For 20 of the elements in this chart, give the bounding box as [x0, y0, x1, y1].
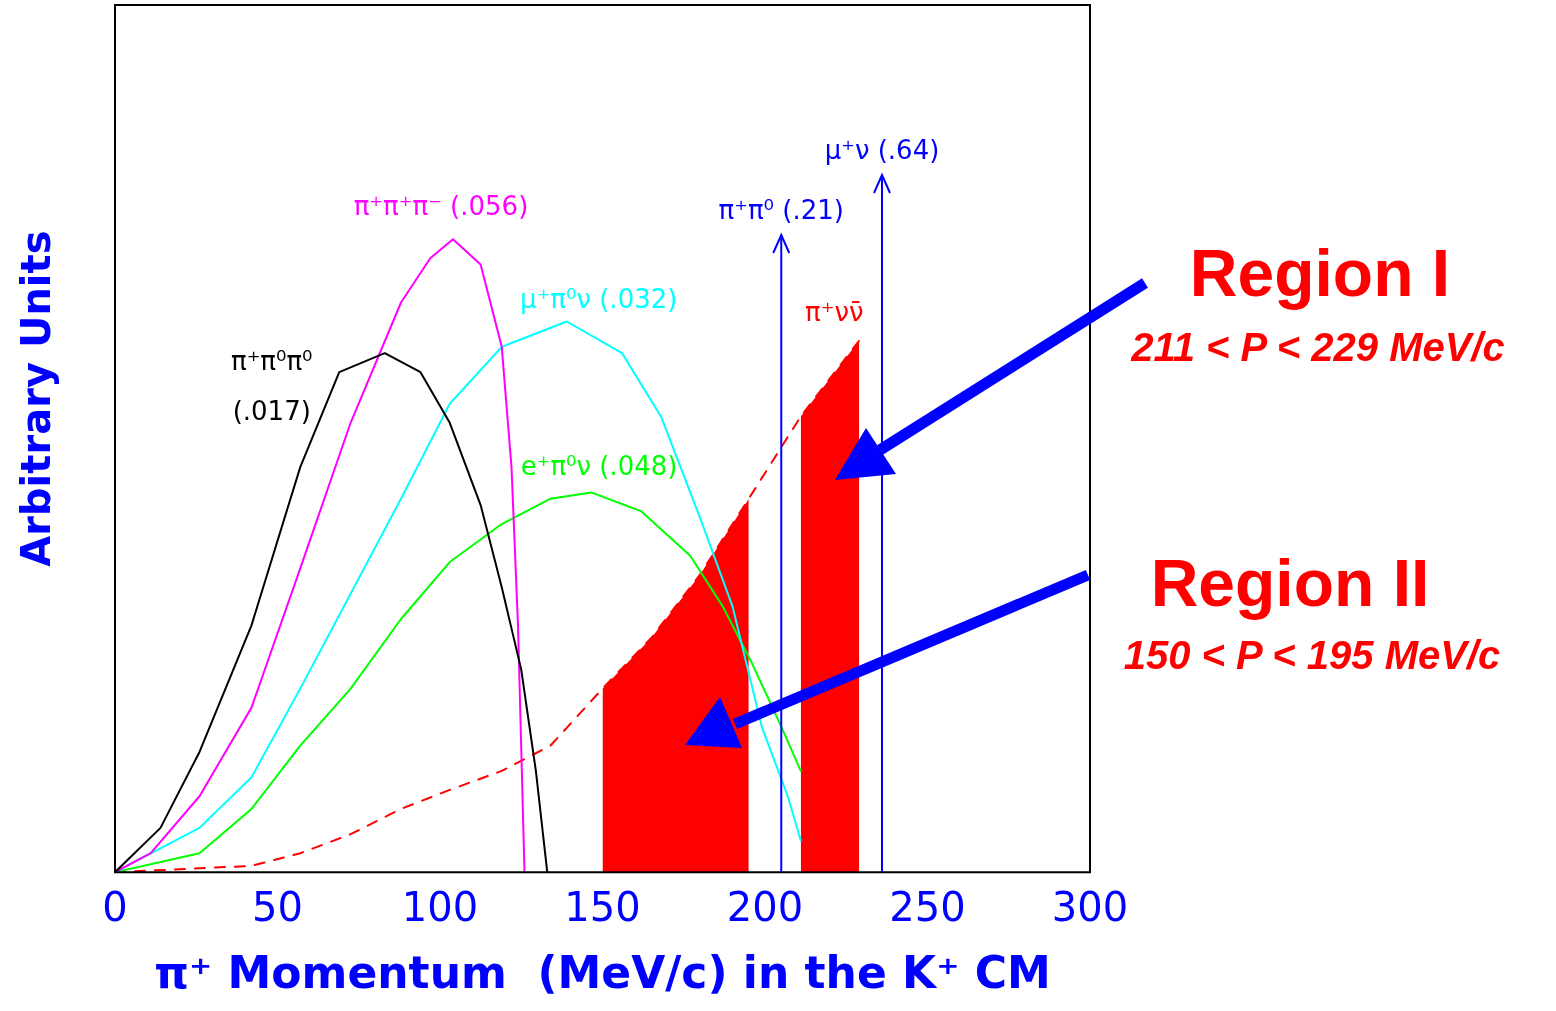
x-tick-label: 200 — [726, 883, 804, 930]
y-axis-title: Arbitrary Units — [13, 230, 60, 567]
x-tick-label: 100 — [401, 883, 479, 930]
series-label: π⁺π⁺π⁻ (.056) — [353, 190, 529, 221]
series-label: π⁺π⁰π⁰ (.017) — [230, 345, 313, 426]
ref-line-label: π⁺π⁰ (.21) — [718, 194, 844, 225]
series-label: e⁺π⁰ν (.048) — [520, 451, 678, 482]
series-label: μ⁺π⁰ν (.032) — [520, 284, 678, 315]
text: Region I — [1189, 236, 1451, 311]
text: 211 < P < 229 MeV/c — [1130, 325, 1505, 370]
x-tick-label: 50 — [252, 883, 303, 930]
text: Region II — [1150, 546, 1430, 621]
x-axis-title: π⁺ Momentum (MeV/c) in the K⁺ CM — [154, 947, 1051, 999]
ref-line-label: μ⁺ν (.64) — [824, 134, 940, 165]
x-tick-label: 300 — [1051, 883, 1129, 930]
x-tick-label: 250 — [889, 883, 966, 930]
text: 150 < P < 195 MeV/c — [1123, 633, 1501, 678]
x-tick-label: 0 — [102, 883, 128, 930]
x-tick-label: 150 — [564, 883, 641, 930]
series-label: π⁺νν̄ — [805, 297, 864, 328]
